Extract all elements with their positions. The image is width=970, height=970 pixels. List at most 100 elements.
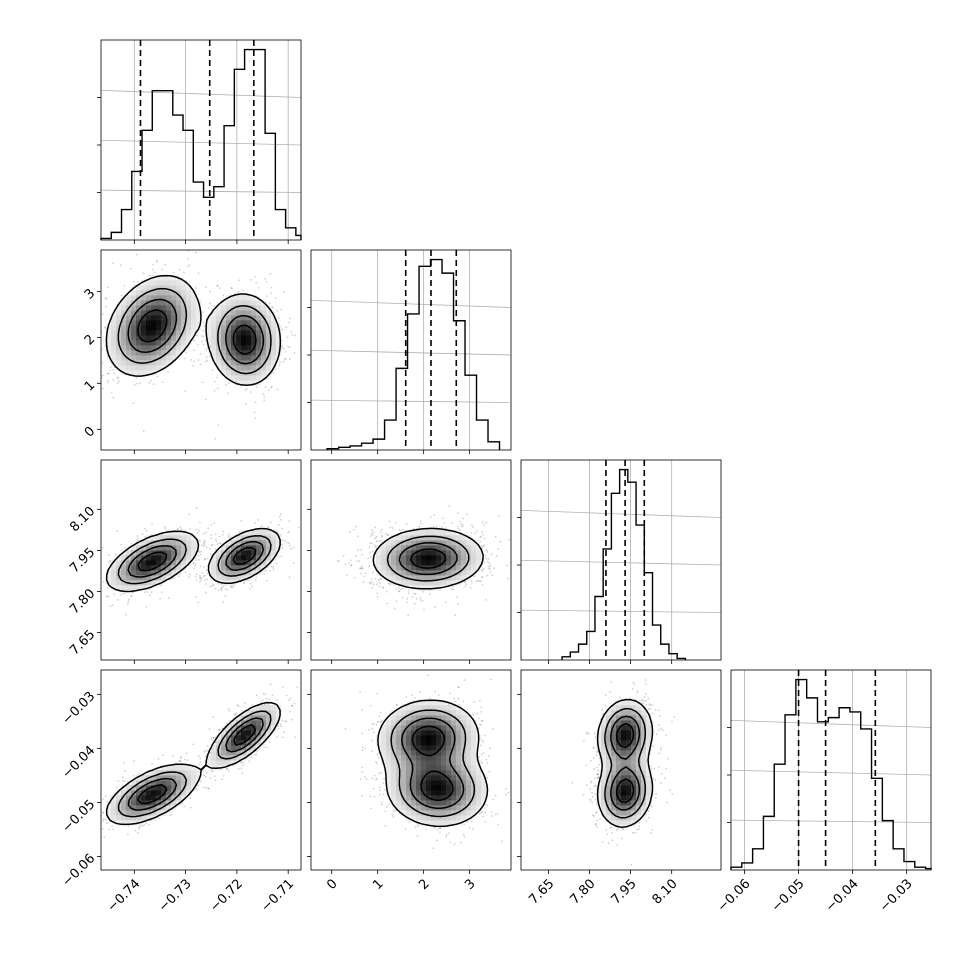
density-cell [226,310,232,316]
density-cell [136,310,142,316]
density-cell [111,570,117,576]
density-cell [151,535,157,541]
scatter-point [507,577,509,580]
scatter-point [218,287,221,290]
contour-line [137,309,257,355]
scatter-point [101,546,104,549]
density-cell [261,560,267,566]
density-cell [166,540,172,546]
scatter-point [470,531,473,534]
scatter-point [202,545,205,547]
scatter-point [270,385,273,388]
scatter-point [368,581,371,584]
density-cell [181,340,187,346]
scatter-point [203,325,206,327]
density-cell [211,560,217,566]
density-cell [231,315,237,321]
density-cell [226,370,232,376]
density-cell [241,340,247,346]
density-cell [126,550,132,556]
scatter-point [200,553,202,556]
scatter-point [148,382,151,384]
density-cell [271,545,277,551]
scatter-point [272,568,275,570]
scatter-point [187,265,189,268]
scatter-point [480,580,482,582]
scatter-point [197,554,200,557]
density-cell [146,345,152,351]
density-cell [241,350,247,356]
density-cell [141,295,147,301]
scatter-point [164,526,166,529]
density-cell [246,570,252,576]
density-cell [136,305,142,311]
density-cell [211,340,217,346]
scatter-point [355,560,358,563]
density-cell [261,535,267,541]
density-cell [146,580,152,586]
density-cell [236,355,242,361]
scatter-point [196,334,199,337]
density-cell [136,340,142,346]
scatter-point [190,359,193,361]
scatter-point [205,356,208,359]
scatter-point [466,513,468,515]
scatter-point [283,358,286,361]
density-cell [241,550,247,556]
density-cell [121,310,127,316]
density-cell [111,340,117,346]
density-cell [231,310,237,316]
scatter-point [380,529,383,531]
density-cell [206,335,212,341]
scatter-point [101,374,104,377]
density-cell [256,335,262,341]
density-cell [131,370,137,376]
density-cell [171,570,177,576]
density-cell [231,365,237,371]
scatter-point [342,554,345,557]
density-cell [191,310,197,316]
scatter-point [110,391,113,394]
grid-line [100,189,302,193]
scatter-point [249,582,252,585]
scatter-point [497,548,500,550]
density-cell [106,570,112,576]
density-cell [166,555,172,561]
scatter-point [488,568,491,570]
density-cell [111,335,117,341]
density-cell [241,295,247,301]
scatter-point [199,353,202,355]
scatter-point [505,564,508,567]
density-cell [111,325,117,331]
scatter-point [144,527,146,530]
scatter-point [372,571,374,574]
scatter-point [94,584,96,586]
density-cell [116,315,122,321]
density-cell [146,315,152,321]
density-cell [146,280,152,286]
scatter-point [379,539,382,542]
scatter-point [281,547,284,549]
scatter-point [363,575,366,578]
scatter-point [216,284,219,287]
scatter-point [205,531,208,534]
scatter-point [148,274,151,277]
scatter-point [376,595,379,598]
scatter-point [361,567,364,570]
density-cell [246,380,252,386]
density-cell [266,560,272,566]
scatter-point [237,290,240,293]
scatter-point [211,369,214,371]
density-cell [166,310,172,316]
scatter-point [222,530,225,533]
scatter-point [265,280,268,283]
scatter-point [269,302,271,305]
density-cell [191,325,197,331]
scatter-point [279,361,281,364]
scatter-point [482,545,485,547]
scatter-point [214,437,217,440]
density-cell [246,560,252,566]
density-cell [126,575,132,581]
scatter-point [184,571,187,573]
density-cell [221,320,227,326]
